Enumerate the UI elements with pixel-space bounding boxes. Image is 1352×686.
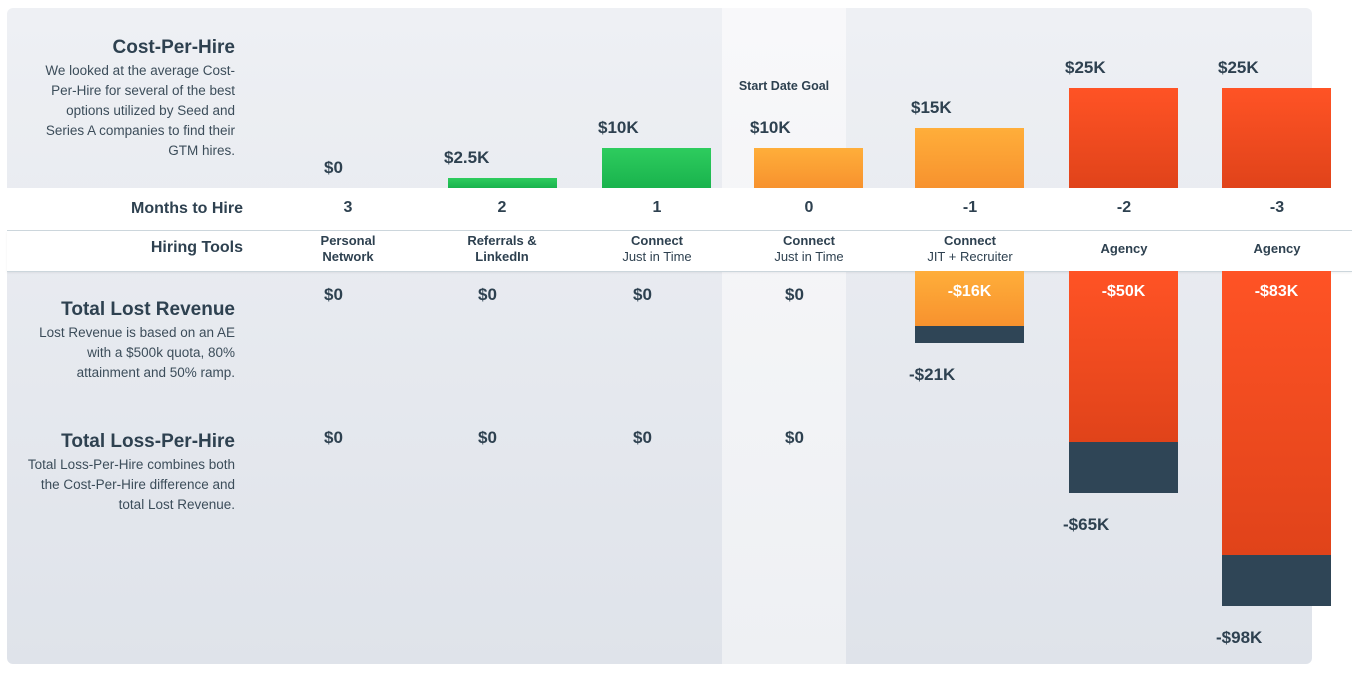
hiring-tools-band — [7, 231, 1352, 272]
lost-revenue-bar — [1069, 271, 1178, 442]
loss-per-hire-value: $0 — [324, 428, 343, 447]
total-lost-revenue-title: Total Lost Revenue — [61, 299, 235, 320]
hiring-tool-label: Referrals & LinkedIn — [437, 233, 567, 265]
months-value: 2 — [497, 199, 507, 216]
cost-value-label: $2.5K — [444, 148, 490, 167]
lost-revenue-bar — [915, 271, 1024, 326]
lost-revenue-bar — [1222, 271, 1331, 555]
cost-bar — [754, 148, 863, 188]
months-to-hire-label: Months to Hire — [131, 200, 243, 217]
loss-per-hire-value: $0 — [478, 428, 497, 447]
cost-per-hire-description: We looked at the average Cost-Per-Hire f… — [45, 63, 235, 158]
hiring-tool-label: Connect Just in Time — [592, 233, 722, 265]
lost-revenue-value: $0 — [785, 285, 804, 304]
hiring-tool-name: Connect — [944, 233, 996, 248]
lost-revenue-value: -$16K — [947, 283, 992, 300]
hiring-tool-label: Connect JIT + Recruiter — [905, 233, 1035, 265]
lost-revenue-value: -$50K — [1101, 283, 1146, 300]
hiring-tool-label: Agency — [1212, 241, 1342, 257]
hiring-tool-label: Personal Network — [283, 233, 413, 265]
cost-value-label: $10K — [598, 118, 639, 137]
hiring-tool-detail: JIT + Recruiter — [927, 249, 1013, 264]
cost-difference-bar — [1069, 442, 1178, 494]
hiring-tool-name: Connect — [631, 233, 683, 248]
cost-value-label: $25K — [1218, 58, 1259, 77]
cost-difference-bar — [915, 325, 1024, 343]
cost-bar — [602, 148, 711, 188]
months-value: 3 — [343, 199, 353, 216]
lost-revenue-value: $0 — [633, 285, 652, 304]
months-value: 0 — [804, 199, 814, 216]
hiring-tool-label: Agency — [1059, 241, 1189, 257]
loss-per-hire-value: -$98K — [1216, 628, 1263, 648]
cost-bar — [448, 178, 557, 188]
loss-per-hire-value: -$65K — [1063, 515, 1110, 535]
loss-per-hire-value: -$21K — [909, 364, 956, 384]
total-loss-per-hire-title: Total Loss-Per-Hire — [61, 431, 235, 452]
hiring-tool-name: Personal — [320, 233, 376, 248]
loss-per-hire-value: $0 — [633, 428, 652, 447]
cost-bar — [1222, 88, 1331, 188]
cost-difference-bar — [1222, 554, 1331, 607]
hiring-tools-label: Hiring Tools — [150, 239, 243, 256]
lost-revenue-value: -$83K — [1254, 283, 1299, 300]
total-loss-per-hire-description: Total Loss-Per-Hire combines both the Co… — [27, 457, 235, 512]
months-value: -2 — [1116, 199, 1132, 216]
hiring-tool-name: Agency — [1100, 241, 1148, 256]
cost-bar — [915, 128, 1024, 188]
cost-value-label: $15K — [911, 98, 952, 117]
hiring-tool-detail: Just in Time — [774, 249, 844, 264]
hiring-tool-name: Connect — [783, 233, 835, 248]
start-date-goal-column — [722, 8, 846, 664]
hiring-tool-detail: Network — [322, 249, 374, 264]
cost-value-label: $0 — [324, 158, 343, 177]
total-lost-revenue-description: Lost Revenue is based on an AE with a $5… — [39, 325, 235, 380]
months-to-hire-band — [7, 188, 1352, 231]
hiring-tool-name: Agency — [1253, 241, 1301, 256]
cost-bar — [1069, 88, 1178, 188]
loss-per-hire-value: $0 — [785, 428, 804, 447]
months-value: -3 — [1269, 199, 1285, 216]
lost-revenue-value: $0 — [324, 285, 343, 304]
start-date-goal-label: Start Date Goal — [738, 79, 830, 93]
lost-revenue-value: $0 — [478, 285, 497, 304]
months-value: -1 — [962, 199, 978, 216]
hiring-tool-label: Connect Just in Time — [744, 233, 874, 265]
hiring-tool-detail: Just in Time — [622, 249, 692, 264]
hiring-tool-detail: LinkedIn — [475, 249, 529, 264]
cost-value-label: $25K — [1065, 58, 1106, 77]
months-value: 1 — [652, 199, 662, 216]
cost-per-hire-title: Cost-Per-Hire — [112, 37, 235, 58]
cost-value-label: $10K — [750, 118, 791, 137]
hiring-tool-name: Referrals & — [467, 233, 537, 248]
